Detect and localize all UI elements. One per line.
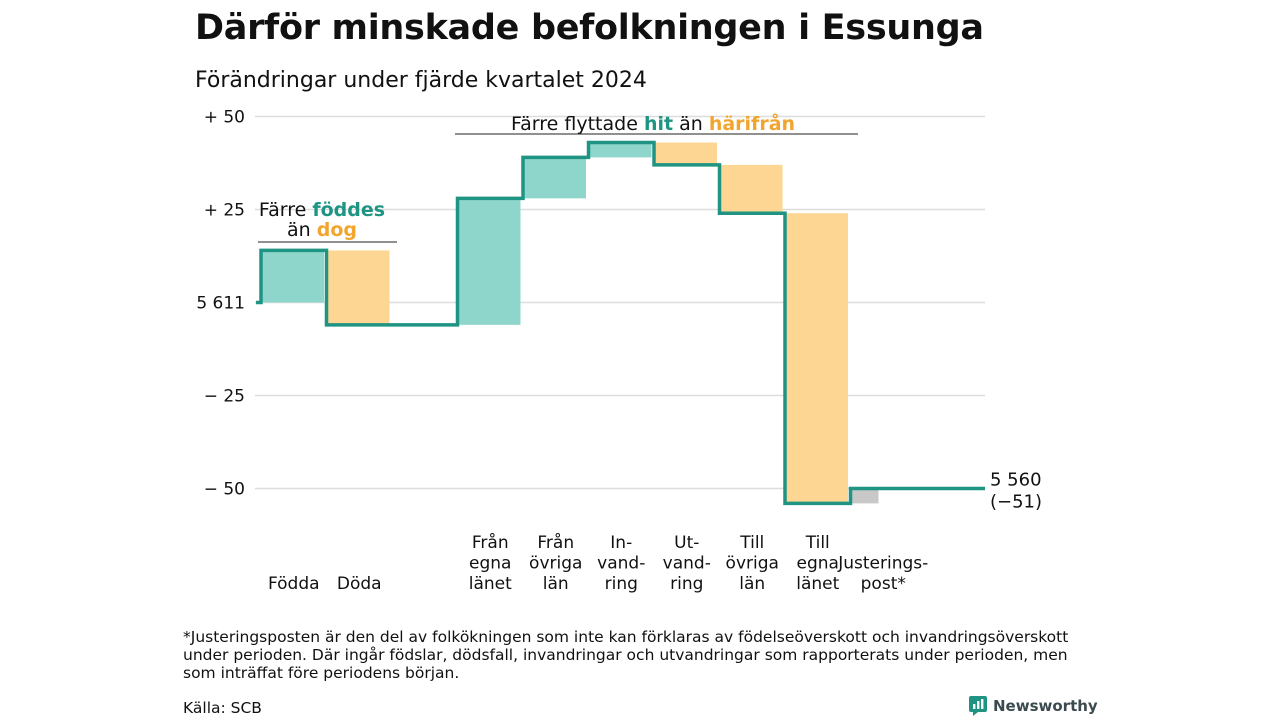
waterfall-bar [719,164,783,214]
waterfall-bar [588,142,652,158]
population-step-line [256,140,985,506]
waterfall-bar [326,250,390,325]
category-label: egna [797,554,839,574]
waterfall-bar [523,157,586,199]
category-label: län [739,574,765,594]
source-note: Källa: SCB [183,699,262,717]
migration-annotation: Färre flyttade hit än härifrån [511,111,795,135]
category-label: Justerings- [837,554,928,574]
category-label: ring [605,574,638,594]
waterfall-bar [654,142,717,165]
brand-name: Newsworthy [993,697,1098,715]
births-annotation-line1: Färre föddes [259,199,385,221]
category-label: In- [610,533,632,553]
waterfall-bar [261,250,324,303]
waterfall-bar [850,488,879,504]
category-label: länet [469,574,512,594]
category-label: Från [472,532,509,553]
category-label: Till [805,533,830,553]
footnote: *Justeringsposten är den del av folkökni… [183,628,1069,682]
y-tick-label: − 25 [204,387,245,407]
category-label: övriga [529,554,582,574]
newsworthy-logo-icon [969,696,987,716]
category-label: Döda [337,574,382,594]
brand-mark: Newsworthy [969,696,1098,716]
y-tick-label: 5 611 [196,294,245,314]
births-annotation-line2: än dog [287,219,357,241]
category-label: Ut- [674,533,699,553]
y-tick-label: + 50 [204,108,245,128]
waterfall-bar [457,198,521,325]
y-tick-label: + 25 [204,201,245,221]
category-label: övriga [726,554,779,574]
chart-subtitle: Förändringar under fjärde kvartalet 2024 [195,68,647,93]
y-tick-label: − 50 [204,480,245,500]
chart-title: Därför minskade befolkningen i Essunga [195,8,984,48]
end-change-label: (−51) [990,492,1042,513]
category-label: vand- [597,554,645,574]
category-label: Till [739,533,764,553]
category-label: Från [537,532,574,553]
category-label: egna [469,554,511,574]
category-label: län [543,574,569,594]
waterfall-bar [785,213,848,504]
end-value-label: 5 560 [990,470,1042,491]
category-label: Födda [268,574,320,594]
category-label: vand- [663,554,711,574]
category-label: länet [796,574,839,594]
category-label: ring [670,574,703,594]
category-label: post* [861,574,906,594]
